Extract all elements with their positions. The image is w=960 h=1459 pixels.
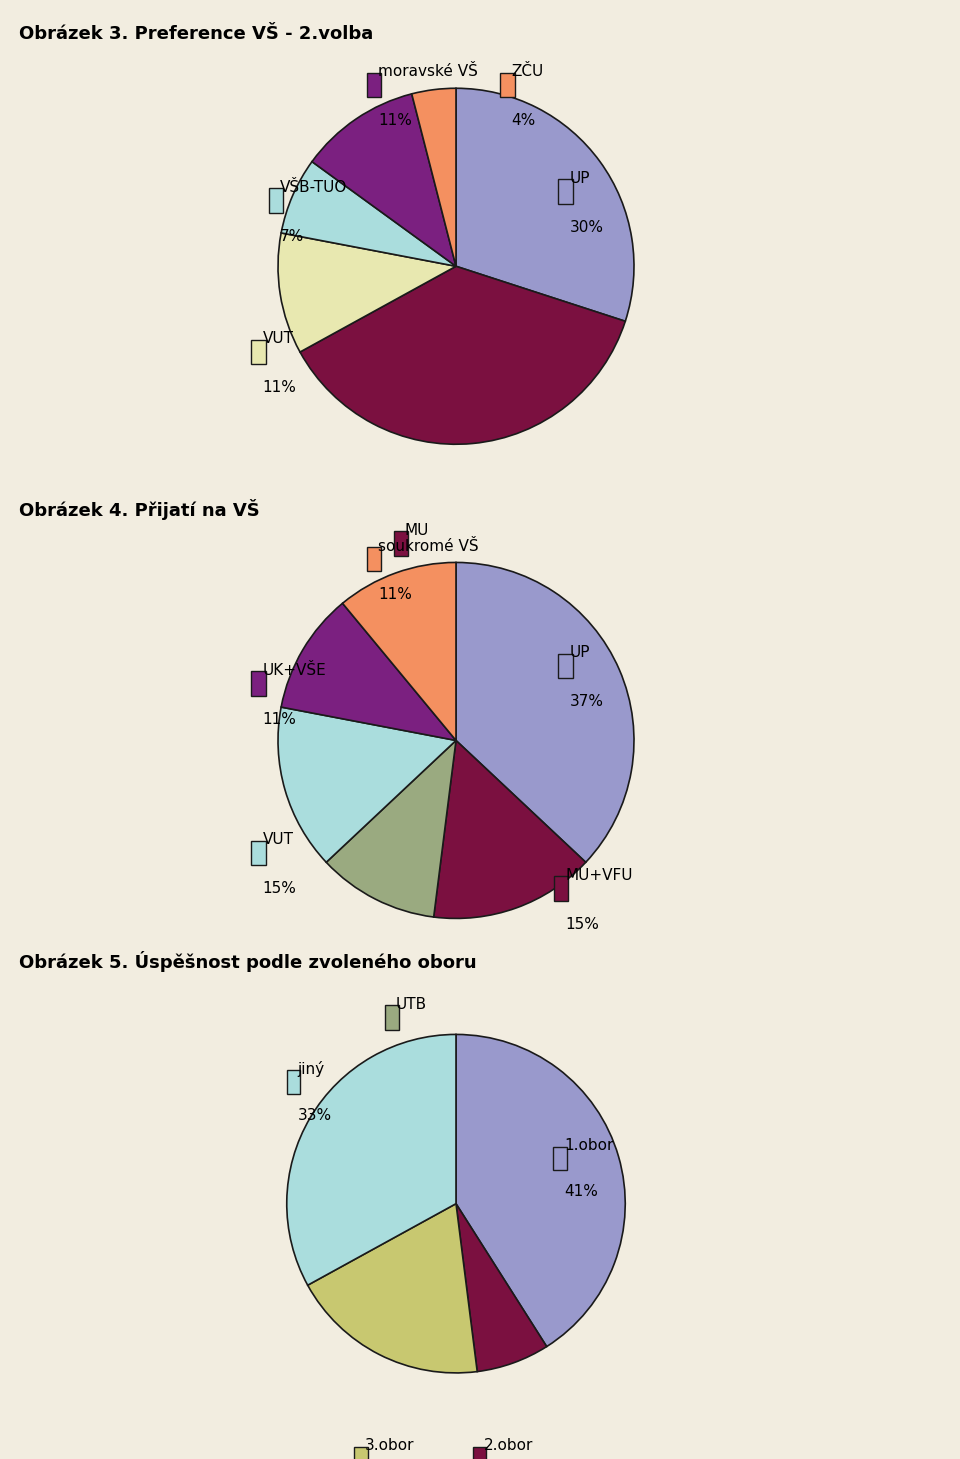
Text: VŠB-TUO: VŠB-TUO [280, 179, 348, 196]
Text: 37%: 37% [569, 694, 604, 709]
FancyBboxPatch shape [354, 1447, 368, 1459]
Wedge shape [300, 266, 625, 444]
Wedge shape [412, 88, 456, 266]
FancyBboxPatch shape [287, 1071, 300, 1094]
FancyBboxPatch shape [367, 73, 381, 98]
FancyBboxPatch shape [385, 1005, 399, 1030]
Wedge shape [281, 162, 456, 266]
Text: 15%: 15% [565, 916, 599, 932]
Text: 11%: 11% [378, 114, 412, 128]
Wedge shape [456, 1204, 546, 1371]
FancyBboxPatch shape [473, 1447, 487, 1459]
FancyBboxPatch shape [559, 179, 572, 204]
Text: UTB: UTB [396, 996, 427, 1013]
FancyBboxPatch shape [559, 654, 572, 678]
Wedge shape [456, 562, 634, 862]
FancyBboxPatch shape [554, 877, 568, 900]
Text: UP: UP [569, 171, 590, 187]
Wedge shape [278, 708, 456, 862]
Text: 11%: 11% [396, 1046, 430, 1061]
Text: 15%: 15% [262, 881, 297, 896]
Wedge shape [326, 740, 456, 918]
Text: 11%: 11% [262, 712, 297, 727]
FancyBboxPatch shape [252, 671, 266, 696]
Wedge shape [281, 603, 456, 740]
Text: 30%: 30% [569, 220, 604, 235]
Text: 11%: 11% [262, 381, 297, 395]
FancyBboxPatch shape [252, 840, 266, 865]
Text: 37%: 37% [405, 572, 439, 587]
Text: UP: UP [569, 645, 590, 661]
Text: 41%: 41% [564, 1185, 598, 1199]
Text: 33%: 33% [298, 1109, 331, 1123]
Wedge shape [312, 93, 456, 266]
Text: 11%: 11% [378, 588, 412, 603]
Wedge shape [278, 233, 456, 352]
Text: Obrázek 4. Přijatí na VŠ: Obrázek 4. Přijatí na VŠ [19, 499, 260, 519]
Text: Obrázek 3. Preference VŠ - 2.volba: Obrázek 3. Preference VŠ - 2.volba [19, 25, 373, 42]
Text: ZČU: ZČU [512, 64, 544, 79]
Text: 7%: 7% [280, 229, 304, 244]
Text: 1.obor: 1.obor [564, 1138, 613, 1153]
FancyBboxPatch shape [394, 531, 408, 556]
Text: VUT: VUT [262, 832, 294, 848]
FancyBboxPatch shape [553, 1147, 566, 1170]
Wedge shape [287, 1034, 456, 1285]
Text: MU: MU [405, 522, 429, 538]
Text: Obrázek 5. Úspěšnost podle zvoleného oboru: Obrázek 5. Úspěšnost podle zvoleného obo… [19, 951, 477, 972]
Text: 2.obor: 2.obor [484, 1439, 533, 1453]
FancyBboxPatch shape [269, 188, 283, 213]
Text: VUT: VUT [262, 331, 294, 346]
Wedge shape [434, 740, 586, 918]
Wedge shape [343, 562, 456, 740]
Text: moravské VŠ: moravské VŠ [378, 64, 478, 79]
FancyBboxPatch shape [367, 547, 381, 572]
FancyBboxPatch shape [500, 73, 515, 98]
Text: jiný: jiný [298, 1061, 324, 1077]
Text: 4%: 4% [512, 114, 536, 128]
Text: MU+VFU: MU+VFU [565, 868, 633, 883]
Wedge shape [308, 1204, 477, 1373]
Text: UK+VŠE: UK+VŠE [262, 664, 326, 678]
Text: soukromé VŠ: soukromé VŠ [378, 538, 479, 553]
Wedge shape [456, 1034, 625, 1347]
FancyBboxPatch shape [252, 340, 266, 365]
Wedge shape [456, 88, 634, 321]
Text: 3.obor: 3.obor [365, 1439, 415, 1453]
